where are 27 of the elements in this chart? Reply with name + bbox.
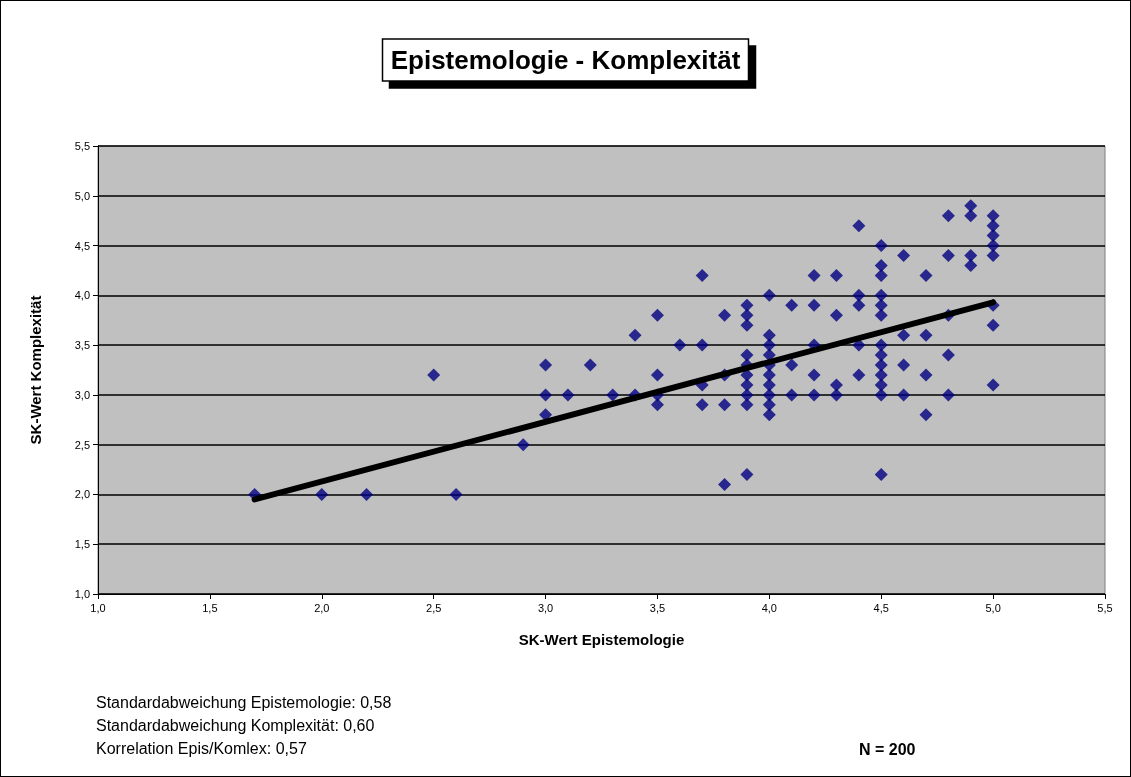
- y-axis-title: SK-Wert Komplexität: [27, 295, 44, 445]
- y-tick-label: 1,5: [74, 538, 90, 551]
- x-tick-label: 3,0: [537, 601, 554, 614]
- y-tick-label: 5,5: [74, 140, 90, 152]
- x-axis-title: SK-Wert Epistemologie: [518, 631, 685, 648]
- y-tick-label: 2,0: [74, 488, 90, 501]
- x-tick-label: 1,5: [202, 601, 218, 614]
- y-tick-label: 2,5: [74, 438, 90, 451]
- x-tick-label: 5,0: [985, 601, 1001, 614]
- x-tick-label: 5,5: [1097, 601, 1113, 614]
- x-tick-label: 3,5: [649, 601, 666, 614]
- x-tick-label: 2,0: [314, 601, 330, 614]
- y-tick-label: 4,0: [74, 289, 90, 302]
- y-tick-label: 3,0: [74, 388, 90, 401]
- text: N = 200: [859, 740, 916, 758]
- text: Standardabweichung Komplexität: 0,60: [96, 716, 375, 734]
- chart-title: Epistemologie - Komplexität: [390, 45, 741, 75]
- y-tick-label: 3,5: [74, 339, 90, 352]
- text: Korrelation Epis/Komlex: 0,57: [96, 739, 307, 757]
- x-tick-label: 4,0: [761, 601, 777, 614]
- x-tick-label: 4,5: [873, 601, 889, 614]
- y-tick-label: 1,0: [74, 588, 90, 600]
- y-tick-label: 4,5: [74, 239, 90, 252]
- y-tick-label: 5,0: [74, 189, 90, 202]
- x-tick-label: 2,5: [426, 601, 442, 614]
- text: Standardabweichung Epistemologie: 0,58: [96, 693, 392, 711]
- x-tick-label: 1,0: [90, 601, 106, 614]
